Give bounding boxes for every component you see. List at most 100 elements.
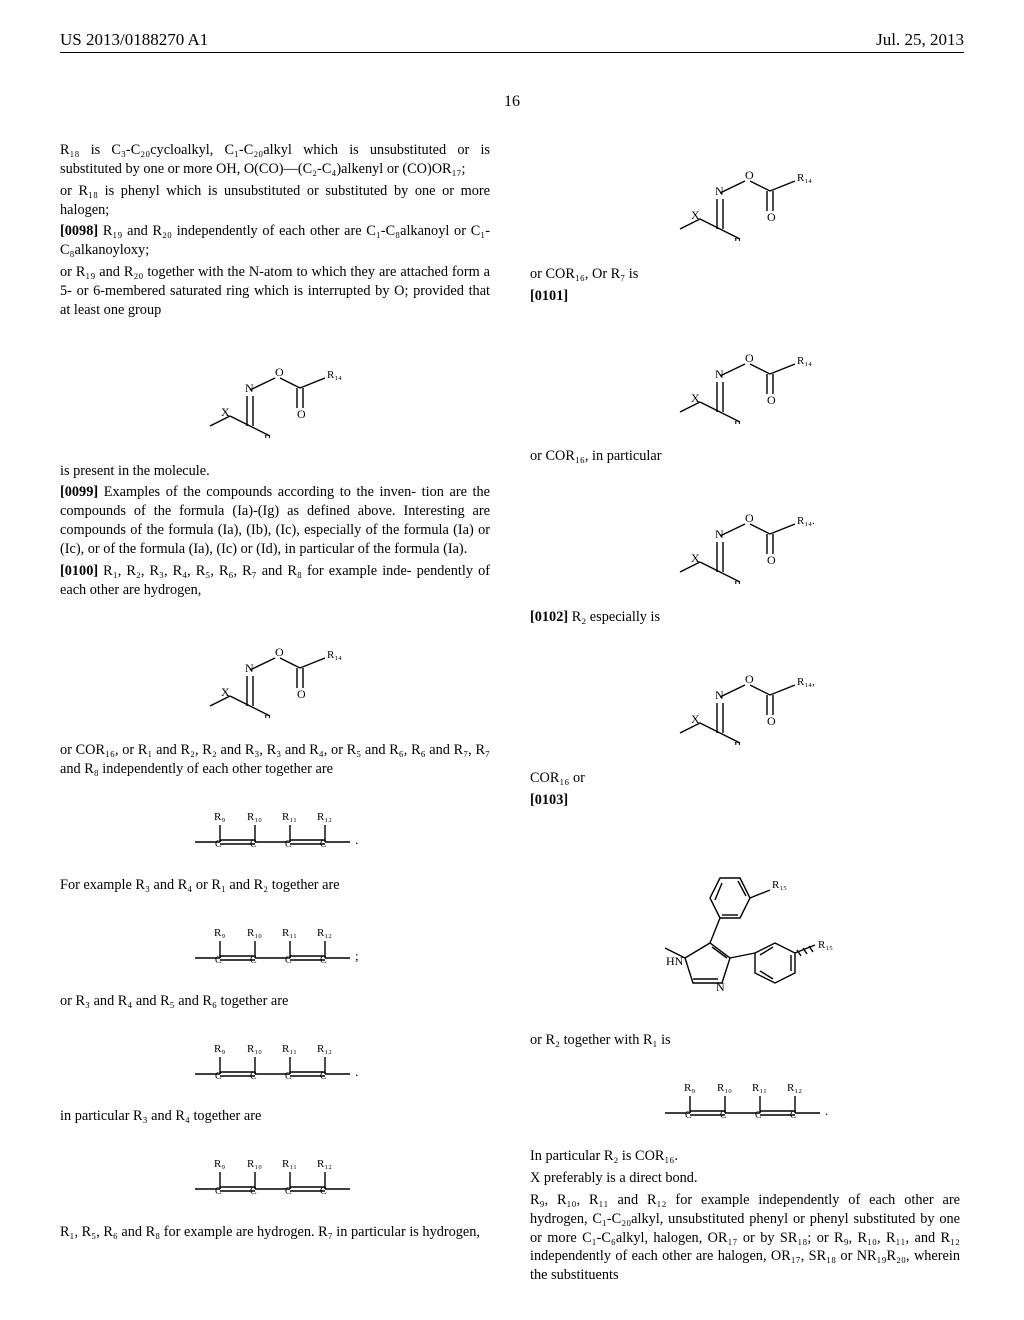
para-r3r4-particular: in particular R₃ and R₄ together are xyxy=(60,1107,490,1126)
svg-text:O: O xyxy=(297,407,306,421)
svg-text:R₉: R₉ xyxy=(214,927,225,939)
para-col2-cor16-3: COR₁₆ or xyxy=(530,769,960,788)
svg-text:.: . xyxy=(825,1103,828,1118)
svg-text:C: C xyxy=(215,1186,222,1197)
para-r19r20: or R₁₉ and R₂₀ together with the N-atom … xyxy=(60,263,490,320)
svg-text:C: C xyxy=(285,1186,292,1197)
oxime-structure-3: X N O O R₁₅ R₁₄ xyxy=(530,141,960,247)
para-0102: [0102] R₂ especially is xyxy=(530,608,960,627)
svg-text:R₁₁: R₁₁ xyxy=(282,1158,297,1170)
para-r18-1: R₁₈ is C₃-C₂₀cycloalkyl, C₁-C₂₀alkyl whi… xyxy=(60,141,490,179)
svg-text:R₁₁: R₁₁ xyxy=(282,927,297,939)
svg-text:R₁₀: R₁₀ xyxy=(247,927,262,939)
svg-text:;: ; xyxy=(355,948,359,963)
svg-text:N: N xyxy=(715,367,724,381)
para-0098: [0098] R₁₉ and R₂₀ independently of each… xyxy=(60,222,490,260)
page-number: 16 xyxy=(60,93,964,111)
para-r3r4: For example R₃ and R₄ or R₁ and R₂ toget… xyxy=(60,876,490,895)
svg-text:C: C xyxy=(320,1186,327,1197)
svg-text:R₁₂: R₁₂ xyxy=(317,927,332,939)
para-col2-cor16-2: or COR₁₆, in particular xyxy=(530,447,960,466)
svg-text:HN: HN xyxy=(666,954,684,968)
svg-text:N: N xyxy=(715,527,724,541)
para-r2-particular: In particular R₂ is COR₁₆. xyxy=(530,1147,960,1166)
svg-text:R₁₄: R₁₄ xyxy=(797,355,812,367)
oxime-structure-1: X N O O R₁₅ R₁₄ xyxy=(60,338,490,444)
svg-text:R₁₂: R₁₂ xyxy=(317,1158,332,1170)
svg-text:C: C xyxy=(250,955,257,966)
svg-text:.: . xyxy=(355,1064,358,1079)
svg-text:O: O xyxy=(767,553,776,567)
svg-text:O: O xyxy=(767,393,776,407)
oxime-structure-2: X N O O R₁₅ R₁₄ xyxy=(60,618,490,724)
svg-text:N: N xyxy=(716,980,725,994)
svg-text:C: C xyxy=(285,955,292,966)
patent-page: US 2013/0188270 A1 Jul. 25, 2013 16 R₁₈ … xyxy=(0,0,1024,1320)
right-column: X N O O R₁₅ R₁₄ or COR₁₆, Or R₇ is [0101… xyxy=(530,141,960,1288)
svg-text:C: C xyxy=(285,1071,292,1082)
svg-text:R₁₂: R₁₂ xyxy=(787,1082,802,1094)
svg-text:C: C xyxy=(755,1110,762,1121)
svg-text:C: C xyxy=(215,1071,222,1082)
svg-text:C: C xyxy=(250,1071,257,1082)
svg-text:R₁₁: R₁₁ xyxy=(282,811,297,823)
svg-text:R₉: R₉ xyxy=(214,1043,225,1055)
para-0103: [0103] xyxy=(530,791,960,810)
svg-text:R₁₅: R₁₅ xyxy=(818,939,833,951)
svg-text:R₁₀: R₁₀ xyxy=(247,1158,262,1170)
svg-text:O: O xyxy=(745,511,754,525)
svg-text:R₁₀: R₁₀ xyxy=(717,1082,732,1094)
oxime-structure-6: X N O O R₁₅ R₁₄, xyxy=(530,645,960,751)
svg-text:O: O xyxy=(745,351,754,365)
svg-text:C: C xyxy=(215,955,222,966)
svg-text:R₁₅: R₁₅ xyxy=(734,740,749,745)
svg-text:O: O xyxy=(275,365,284,379)
para-r18-2: or R₁₈ is phenyl which is unsubstituted … xyxy=(60,182,490,220)
svg-text:N: N xyxy=(245,381,254,395)
svg-text:C: C xyxy=(250,1186,257,1197)
svg-text:O: O xyxy=(275,645,284,659)
svg-text:R₁₄,: R₁₄, xyxy=(797,676,815,688)
para-r3r4r5r6: or R₃ and R₄ and R₅ and R₆ together are xyxy=(60,992,490,1011)
svg-text:R₁₀: R₁₀ xyxy=(247,811,262,823)
svg-text:R₁₁: R₁₁ xyxy=(282,1043,297,1055)
chain-structure-4: C C C C R₉ R₁₀ R₁₁ R₁₂ xyxy=(60,1144,490,1205)
svg-text:R₁₅: R₁₅ xyxy=(734,579,749,584)
svg-text:C: C xyxy=(320,1071,327,1082)
content-columns: R₁₈ is C₃-C₂₀cycloalkyl, C₁-C₂₀alkyl whi… xyxy=(60,141,964,1288)
para-r2-together: or R₂ together with R₁ is xyxy=(530,1031,960,1050)
left-column: R₁₈ is C₃-C₂₀cycloalkyl, C₁-C₂₀alkyl whi… xyxy=(60,141,490,1288)
chain-structure-5: C C C C R₉ R₁₀ R₁₁ R₁₂ . xyxy=(530,1068,960,1129)
svg-text:R₁₄: R₁₄ xyxy=(327,649,342,661)
oxime-structure-4: X N O O R₁₅ R₁₄ xyxy=(530,324,960,430)
svg-text:C: C xyxy=(285,839,292,850)
publication-number: US 2013/0188270 A1 xyxy=(60,30,208,50)
svg-text:N: N xyxy=(245,661,254,675)
para-0101: [0101] xyxy=(530,287,960,306)
svg-text:O: O xyxy=(745,168,754,182)
chain-structure-1: C C C C R₉ R₁₀ R₁₁ R₁₂ . xyxy=(60,797,490,858)
svg-text:R₁₅: R₁₅ xyxy=(264,433,279,438)
svg-text:X: X xyxy=(691,551,700,565)
publication-date: Jul. 25, 2013 xyxy=(876,30,964,50)
svg-text:N: N xyxy=(715,184,724,198)
svg-text:C: C xyxy=(720,1110,727,1121)
svg-text:R₁₅: R₁₅ xyxy=(264,713,279,718)
svg-text:R₁₂: R₁₂ xyxy=(317,811,332,823)
svg-text:N: N xyxy=(715,688,724,702)
svg-text:C: C xyxy=(320,955,327,966)
svg-text:C: C xyxy=(320,839,327,850)
svg-text:O: O xyxy=(297,687,306,701)
svg-text:R₁₂: R₁₂ xyxy=(317,1043,332,1055)
svg-text:R₉: R₉ xyxy=(684,1082,695,1094)
svg-text:R₁₁: R₁₁ xyxy=(752,1082,767,1094)
svg-text:C: C xyxy=(790,1110,797,1121)
svg-text:R₉: R₉ xyxy=(214,811,225,823)
para-x-direct: X preferably is a direct bond. xyxy=(530,1169,960,1188)
para-or-cor16: or COR₁₆, or R₁ and R₂, R₂ and R₃, R₃ an… xyxy=(60,741,490,779)
svg-text:O: O xyxy=(767,210,776,224)
svg-text:R₁₅: R₁₅ xyxy=(734,236,749,241)
oxime-structure-5: X N O O R₁₅ R₁₄. xyxy=(530,484,960,590)
svg-text:.: . xyxy=(355,832,358,847)
svg-text:R₉: R₉ xyxy=(214,1158,225,1170)
